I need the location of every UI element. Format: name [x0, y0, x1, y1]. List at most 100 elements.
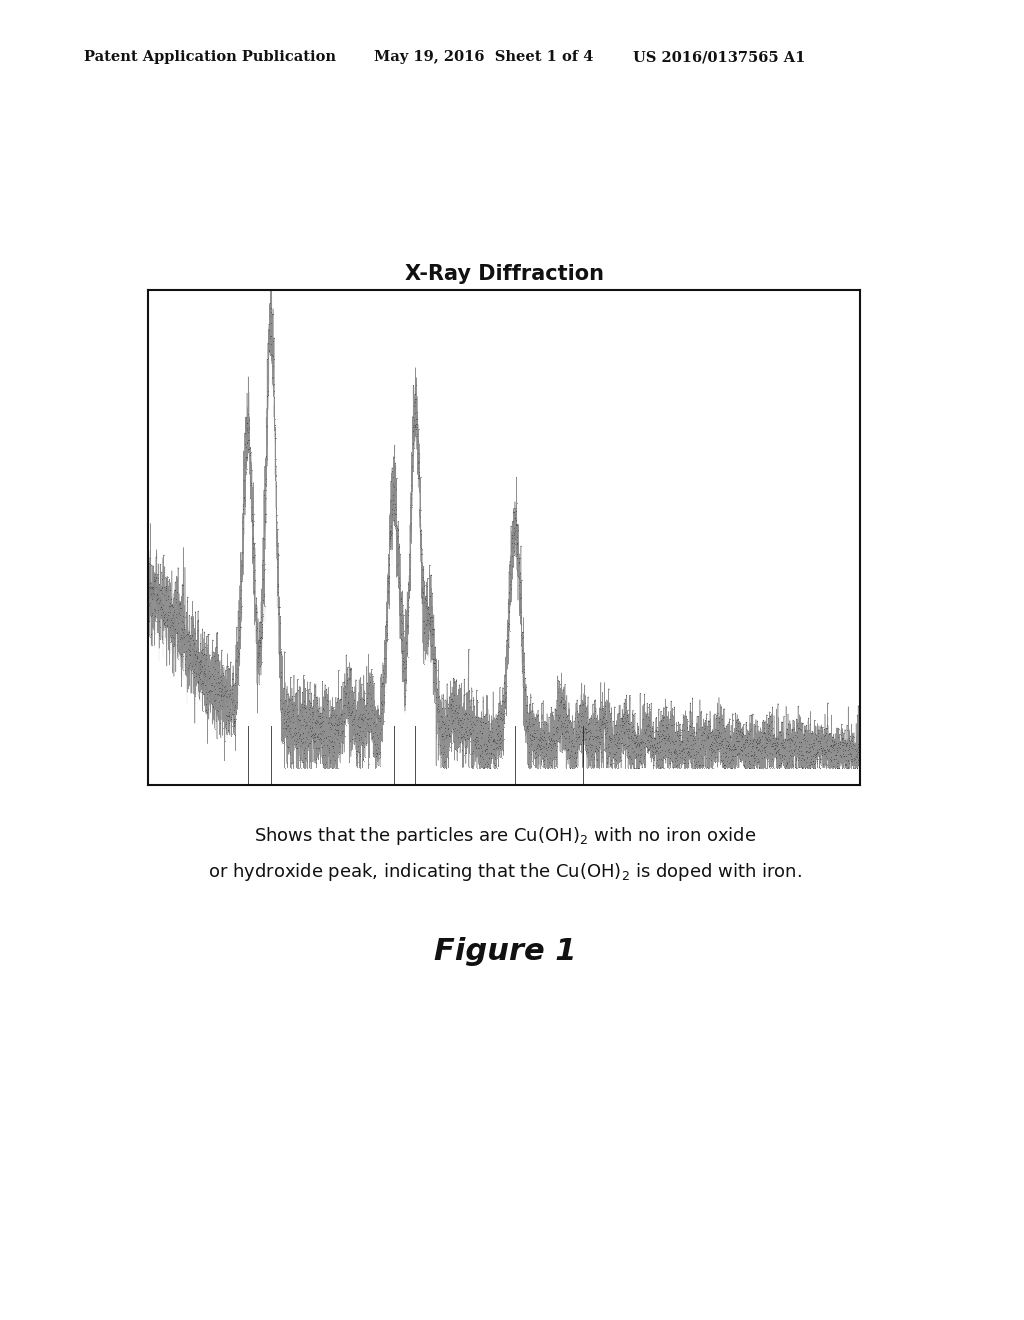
Point: [730, 709, 746, 730]
Point: [492, 677, 508, 698]
Point: [543, 727, 559, 748]
Point: [325, 697, 341, 718]
Point: [632, 747, 648, 768]
Point: [362, 714, 379, 735]
Point: [420, 610, 436, 631]
Point: [254, 627, 270, 648]
Point: [303, 730, 319, 751]
Point: [615, 711, 632, 733]
Point: [444, 690, 461, 711]
Point: [551, 694, 567, 715]
Point: [388, 498, 404, 519]
Point: [356, 737, 373, 758]
Point: [280, 696, 296, 717]
Point: [554, 698, 570, 719]
Point: [244, 503, 260, 524]
Point: [650, 698, 667, 719]
Point: [364, 727, 380, 748]
Point: [251, 673, 267, 694]
Point: [476, 756, 493, 777]
Point: [176, 616, 193, 638]
Point: [199, 635, 215, 656]
Point: [289, 737, 305, 758]
Point: [709, 725, 725, 746]
Point: [749, 710, 765, 731]
Point: [774, 711, 791, 733]
Point: [197, 675, 213, 696]
Point: [802, 758, 818, 779]
Point: [821, 758, 838, 779]
Point: [629, 729, 645, 750]
Point: [331, 660, 347, 681]
Point: [421, 603, 437, 624]
Point: [656, 744, 673, 766]
Point: [822, 751, 839, 772]
Point: [541, 752, 557, 774]
Point: [711, 722, 727, 743]
Point: [846, 735, 862, 756]
Point: [732, 751, 749, 772]
Point: [338, 684, 354, 705]
Point: [540, 758, 556, 779]
Point: [771, 721, 787, 742]
Point: [648, 706, 665, 727]
Point: [333, 704, 349, 725]
Point: [783, 754, 800, 775]
Point: [513, 607, 529, 628]
Point: [225, 723, 242, 744]
Point: [563, 746, 580, 767]
Point: [165, 635, 181, 656]
Point: [697, 758, 714, 779]
Point: [850, 750, 866, 771]
Point: [700, 739, 717, 760]
Point: [213, 669, 229, 690]
Point: [626, 758, 642, 779]
Point: [407, 409, 423, 430]
Point: [160, 589, 176, 610]
Point: [517, 668, 534, 689]
Point: [715, 752, 731, 774]
Point: [462, 697, 478, 718]
Point: [178, 623, 195, 644]
Point: [739, 758, 756, 779]
Point: [275, 709, 292, 730]
Point: [300, 735, 316, 756]
Point: [808, 744, 824, 766]
Point: [666, 733, 682, 754]
Point: [552, 673, 568, 694]
Point: [367, 715, 383, 737]
Point: [670, 721, 686, 742]
Point: [638, 719, 654, 741]
Point: [602, 754, 618, 775]
Point: [380, 548, 396, 569]
Point: [444, 710, 461, 731]
Point: [446, 700, 463, 721]
Point: [262, 345, 279, 366]
Point: [156, 612, 172, 634]
Point: [267, 465, 284, 486]
Point: [518, 719, 535, 741]
Point: [507, 533, 523, 554]
Point: [674, 719, 690, 741]
Point: [199, 626, 215, 647]
Point: [295, 722, 311, 743]
Point: [591, 737, 607, 758]
Point: [165, 626, 181, 647]
Point: [592, 709, 608, 730]
Point: [162, 616, 178, 638]
Point: [622, 746, 638, 767]
Point: [715, 709, 731, 730]
Point: [157, 607, 173, 628]
Point: [515, 643, 531, 664]
Point: [403, 474, 420, 495]
Point: [209, 649, 225, 671]
Point: [293, 714, 309, 735]
Point: [301, 690, 317, 711]
Point: [666, 713, 682, 734]
Point: [671, 754, 687, 775]
Point: [476, 741, 493, 762]
Point: [352, 721, 369, 742]
Point: [702, 722, 719, 743]
Point: [759, 729, 775, 750]
Point: [368, 739, 384, 760]
